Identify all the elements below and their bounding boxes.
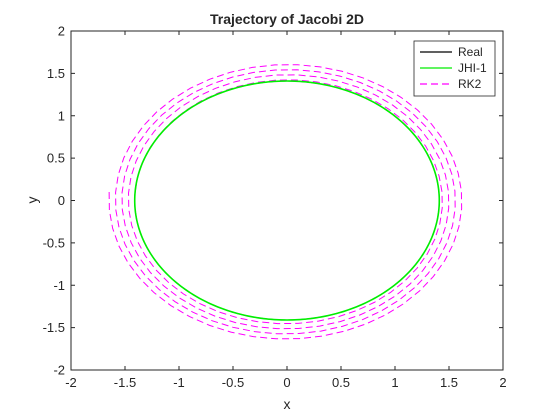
legend-entry-label: RK2 <box>458 77 482 91</box>
y-axis-label: y <box>24 197 40 204</box>
x-tick-label: 1.5 <box>440 375 458 390</box>
ticks-layer: -2 -1.5 -1 -0.5 0 0.5 1 1.5 2 -2 -1.5 -1 -0.5 0 0.5 1 1.… <box>43 24 507 391</box>
x-tick-label: -2 <box>65 375 77 390</box>
x-tick-label: -0.5 <box>222 375 244 390</box>
legend-entry-label: Real <box>458 45 483 59</box>
y-tick-label: 2 <box>58 24 65 39</box>
y-tick-label: -0.5 <box>43 235 65 250</box>
x-tick-label: -1 <box>173 375 185 390</box>
x-tick-label: 1 <box>391 375 398 390</box>
y-tick-label: 0 <box>58 193 65 208</box>
x-tick-label: 0.5 <box>332 375 350 390</box>
x-tick-label: 0 <box>283 375 290 390</box>
x-tick-label: 2 <box>499 375 506 390</box>
chart-title: Trajectory of Jacobi 2D <box>210 11 364 27</box>
series-jhi-1-line <box>133 80 441 321</box>
y-tick-label: -1.5 <box>43 320 65 335</box>
series-layer <box>108 64 463 340</box>
legend-entry-label: JHI-1 <box>458 61 487 75</box>
y-tick-label: 0.5 <box>47 151 65 166</box>
legend: Real JHI-1 RK2 <box>413 40 496 97</box>
y-tick-label: 1.5 <box>47 66 65 81</box>
y-tick-label: -2 <box>53 363 65 378</box>
series-rk2-line <box>108 64 463 340</box>
y-tick-label: 1 <box>58 108 65 123</box>
x-axis-label: x <box>284 396 291 412</box>
x-tick-label: -1.5 <box>114 375 136 390</box>
y-tick-label: -1 <box>53 278 65 293</box>
